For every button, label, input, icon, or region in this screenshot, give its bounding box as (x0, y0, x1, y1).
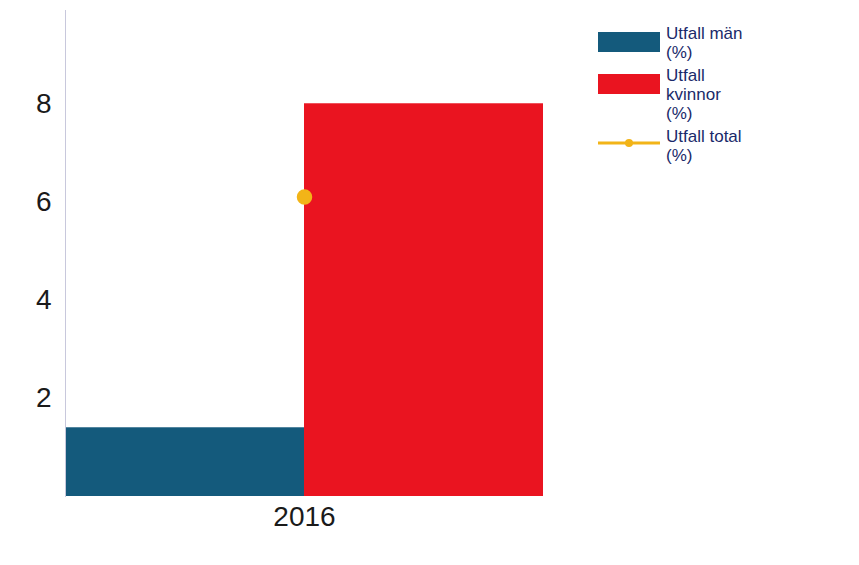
html-text:Utfall total (%): Utfall total (%) (666, 127, 742, 165)
svg-text:2016: 2016 (273, 501, 335, 532)
svg-text:8: 8 (36, 88, 52, 119)
html-text:Utfall män (%): Utfall män (%) (666, 24, 743, 62)
html-text:Utfall kvinnor (%): Utfall kvinnor (%) (666, 66, 721, 123)
svg-text:6: 6 (36, 186, 52, 217)
svg-text:2: 2 (36, 382, 52, 413)
svg-text:4: 4 (36, 284, 52, 315)
